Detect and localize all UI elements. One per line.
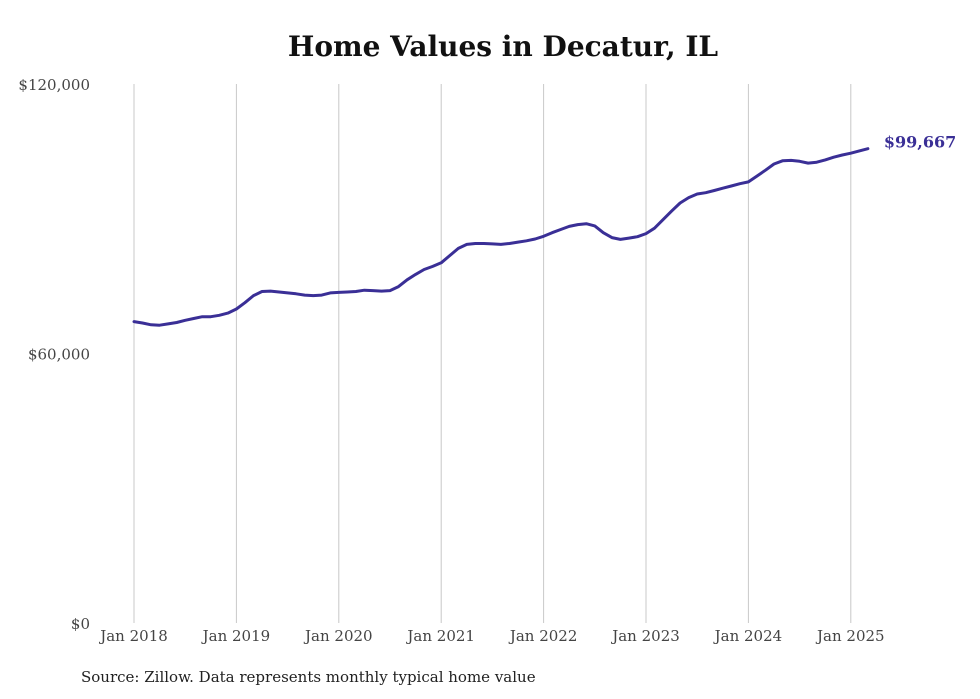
chart-title: Home Values in Decatur, IL — [287, 30, 719, 63]
x-tick-label: Jan 2021 — [405, 627, 475, 645]
series-line — [132, 147, 870, 327]
x-tick-label: Jan 2023 — [610, 627, 680, 645]
source-note: Source: Zillow. Data represents monthly … — [81, 668, 536, 686]
x-tick-label: Jan 2022 — [508, 627, 578, 645]
y-axis-ticks: $0 $60,000 $120,000 — [18, 76, 90, 633]
y-tick-label: $0 — [71, 615, 90, 633]
y-tick-label: $60,000 — [28, 346, 90, 364]
x-tick-label: Jan 2018 — [98, 627, 168, 645]
x-tick-label: Jan 2025 — [815, 627, 885, 645]
gridlines — [133, 84, 852, 623]
x-tick-label: Jan 2019 — [201, 627, 271, 645]
y-tick-label: $120,000 — [18, 76, 90, 94]
end-value-label: $99,667 — [884, 133, 956, 152]
x-axis-ticks: Jan 2018 Jan 2019 Jan 2020 Jan 2021 Jan 2022… — [98, 627, 884, 645]
x-tick-label: Jan 2024 — [713, 627, 783, 645]
x-tick-label: Jan 2020 — [303, 627, 373, 645]
series-layer: $99,667 — [132, 133, 956, 327]
